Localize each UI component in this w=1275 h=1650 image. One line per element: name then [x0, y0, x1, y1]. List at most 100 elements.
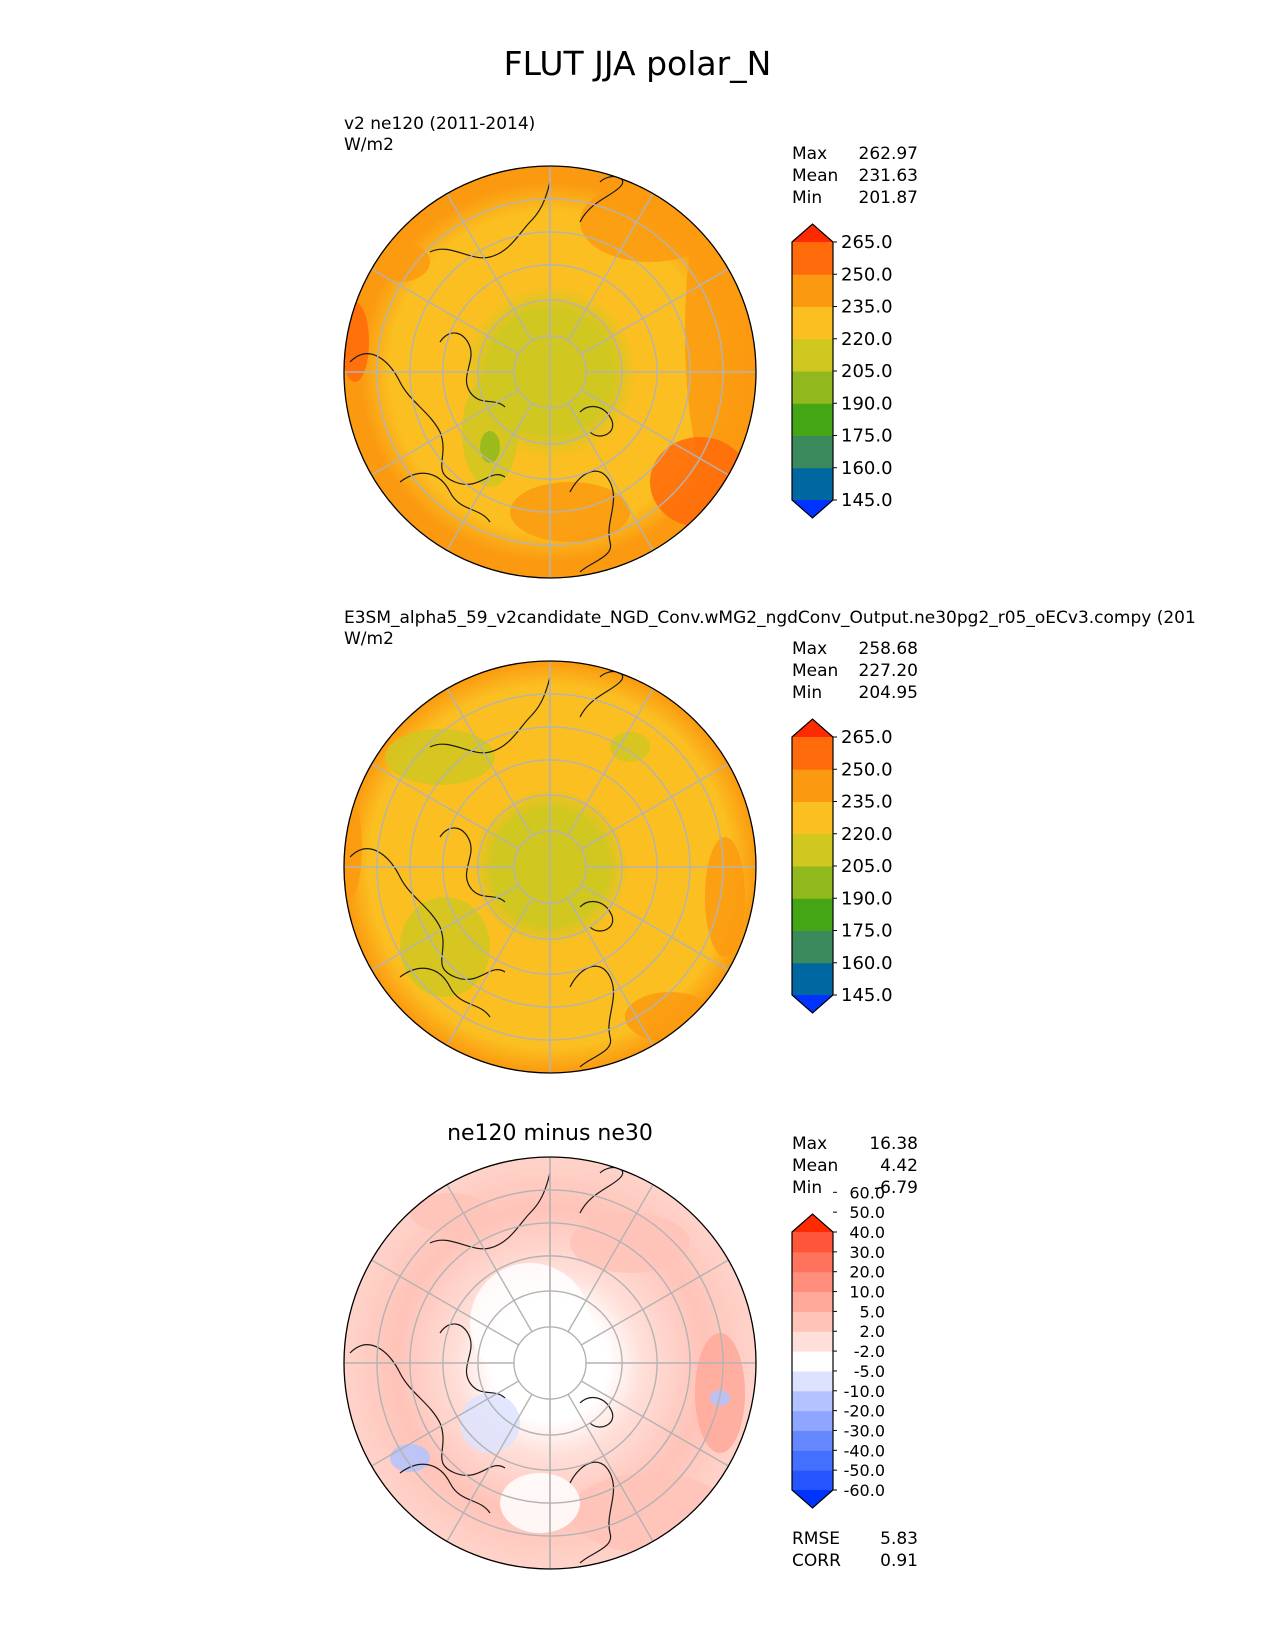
stat-row-mean: Mean 231.63	[792, 165, 918, 187]
colorbar-segment	[792, 930, 833, 964]
stat-label: Min	[792, 1178, 823, 1198]
coastline	[399, 472, 491, 523]
meridian-gridline	[371, 1380, 520, 1467]
panel-2-units: W/m2	[344, 629, 394, 649]
colorbar-tick-label: 175.0	[841, 921, 893, 942]
panel-3-stats: Max 16.38 Mean 4.42 Min -6.79	[792, 1133, 918, 1199]
field-region	[570, 1473, 730, 1553]
colorbar-tick-label: 160.0	[841, 458, 893, 479]
panel-1-model-name: v2 ne120 (2011-2014)	[344, 114, 536, 134]
colorbar-segment	[792, 1232, 833, 1253]
field-region	[460, 1393, 520, 1453]
colorbar-tick-label: 265.0	[841, 727, 893, 748]
meridian-gridline	[580, 1259, 729, 1346]
meridian-gridline	[371, 389, 520, 476]
polar-map-1	[343, 165, 757, 579]
coastline	[429, 1172, 551, 1250]
coastline	[579, 1166, 624, 1214]
field-region	[470, 1263, 590, 1383]
field-region	[685, 182, 745, 482]
meridian-gridline	[567, 402, 654, 551]
metric-label: CORR	[792, 1551, 841, 1571]
stat-value: 262.97	[858, 144, 918, 164]
colorbar-segment	[792, 1470, 833, 1491]
coastline	[439, 1323, 506, 1399]
stat-value: 227.20	[858, 661, 918, 681]
colorbar-extend-max	[792, 224, 833, 242]
colorbar-segment	[792, 769, 833, 802]
colorbar-extend-min	[792, 995, 833, 1013]
coastline	[579, 670, 624, 718]
colorbar-tick-label: 20.0	[849, 1263, 885, 1282]
meridian-gridline	[371, 763, 520, 850]
stat-row-max: Max 16.38	[792, 1133, 918, 1155]
colorbar-tick-label: 30.0	[849, 1243, 885, 1262]
stat-label: Max	[792, 144, 828, 164]
field-region	[370, 242, 430, 282]
meridian-gridline	[446, 402, 533, 551]
meridian-gridline	[580, 763, 729, 850]
stat-label: Mean	[792, 166, 839, 186]
colorbar-segment	[792, 1450, 833, 1471]
coastline	[579, 1396, 614, 1428]
stat-value: -6.79	[874, 1178, 918, 1198]
meridian-gridline	[446, 688, 533, 837]
colorbar-segment	[792, 1430, 833, 1451]
colorbar-segment	[792, 1271, 833, 1293]
colorbar-tick-label: 145.0	[841, 490, 893, 511]
metric-label: RMSE	[792, 1529, 841, 1549]
colorbar-tick-label: 40.0	[849, 1223, 885, 1242]
field-region	[385, 729, 495, 785]
stat-label: Min	[792, 188, 823, 208]
map-boundary	[343, 165, 757, 579]
stat-value: 4.42	[880, 1156, 918, 1176]
field-region	[410, 1193, 490, 1233]
colorbar-tick-label: 145.0	[841, 985, 893, 1006]
meridian-gridline	[446, 193, 533, 342]
stat-row-min: Min 204.95	[792, 682, 918, 704]
colorbar-segment	[792, 1251, 833, 1273]
panel-3-metrics: RMSE 5.83 CORR 0.91	[792, 1528, 918, 1572]
coastline	[349, 353, 506, 485]
panel-2-label: E3SM_alpha5_59_v2candidate_NGD_Conv.wMG2…	[344, 608, 1196, 650]
field-region	[480, 431, 500, 463]
coastline	[439, 332, 506, 408]
colorbar-tick-label: 160.0	[841, 953, 893, 974]
coastline	[429, 676, 551, 754]
colorbar-tick-label: -5.0	[854, 1362, 885, 1381]
colorbar-segment	[792, 898, 833, 931]
coastline	[349, 848, 506, 980]
stat-value: 258.68	[858, 639, 918, 659]
stat-value: 201.87	[858, 188, 918, 208]
coastline	[579, 900, 614, 932]
stat-row-min: Min 201.87	[792, 187, 918, 209]
stat-row-min: Min -6.79	[792, 1177, 918, 1199]
colorbar-segment	[792, 833, 833, 867]
meridian-gridline	[567, 897, 654, 1046]
meridian-gridline	[371, 1259, 520, 1346]
colorbar-1: 145.0 160.0 175.0 190.0 205.0 220.0 235.0 250.0…	[791, 223, 893, 519]
field-region	[400, 897, 490, 997]
colorbar-segment	[792, 962, 833, 996]
colorbar-tick-label: 190.0	[841, 888, 893, 909]
stat-label: Min	[792, 683, 823, 703]
colorbar-tick-label: 205.0	[841, 856, 893, 877]
polar-map-2	[343, 660, 757, 1074]
stat-label: Mean	[792, 1156, 839, 1176]
coastline	[439, 827, 506, 903]
stat-row-mean: Mean 4.42	[792, 1155, 918, 1177]
metric-value: 0.91	[880, 1551, 918, 1571]
colorbar-segment	[792, 1351, 833, 1372]
meridian-gridline	[567, 1184, 654, 1333]
colorbar-tick-label: 220.0	[841, 329, 893, 350]
colorbar-2: 145.0 160.0 175.0 190.0 205.0 220.0 235.0 250.0…	[791, 718, 893, 1014]
colorbar-tick-label: 250.0	[841, 759, 893, 780]
colorbar-tick-label: -2.0	[854, 1342, 885, 1361]
map-boundary	[343, 1156, 757, 1570]
meridian-gridline	[567, 193, 654, 342]
coastline	[569, 470, 615, 573]
panel-1-stats: Max 262.97 Mean 231.63 Min 201.87	[792, 143, 918, 209]
colorbar-segment	[792, 801, 833, 835]
polar-map-3	[343, 1156, 757, 1570]
